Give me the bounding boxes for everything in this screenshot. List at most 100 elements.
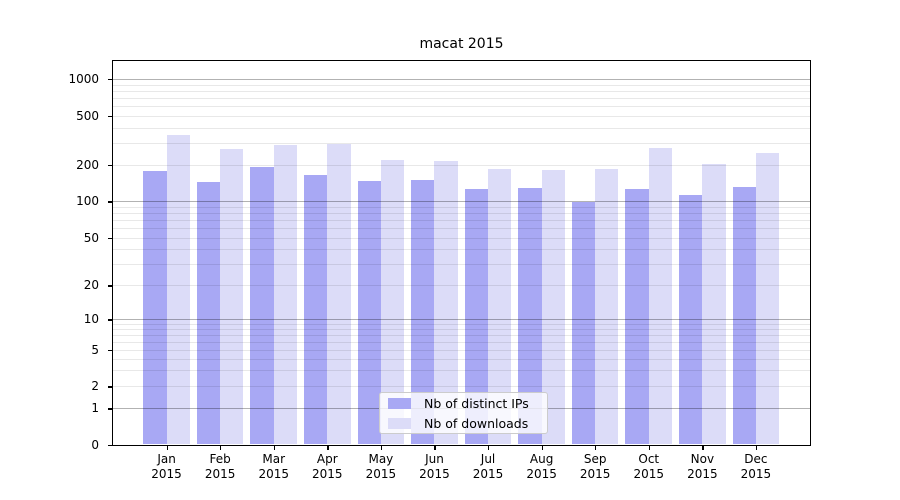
bar-nb-of-downloads-feb bbox=[220, 149, 244, 445]
legend-item-distinct-ips: Nb of distinct IPs bbox=[388, 396, 539, 411]
x-tick-mark-aug bbox=[541, 444, 543, 450]
bar-nb-of-distinct-ips-feb bbox=[196, 182, 221, 445]
x-tick-label-mar: Mar 2015 bbox=[258, 451, 289, 482]
x-tick-mark-may bbox=[380, 444, 383, 450]
x-tick-mark-mar bbox=[273, 444, 276, 450]
x-tick-mark-jan bbox=[166, 444, 168, 450]
bar-nb-of-downloads-jul bbox=[488, 168, 512, 445]
y-tick-mark-500 bbox=[108, 115, 113, 117]
gridline-minor-80 bbox=[113, 212, 810, 214]
gridline-minor-8 bbox=[113, 329, 810, 331]
gridline-minor-30 bbox=[113, 264, 810, 266]
y-tick-label-10: 10 bbox=[83, 312, 99, 327]
legend-label-distinct-ips: Nb of distinct IPs bbox=[424, 395, 529, 411]
bar-nb-of-downloads-aug bbox=[541, 169, 565, 445]
bar-nb-of-distinct-ips-mar bbox=[250, 166, 274, 445]
gridline-minor-400 bbox=[113, 127, 810, 129]
bar-nb-of-distinct-ips-jul bbox=[464, 189, 489, 445]
y-tick-label-500: 500 bbox=[76, 108, 99, 123]
bar-nb-of-distinct-ips-apr bbox=[304, 175, 328, 445]
y-tick-mark-200 bbox=[108, 164, 113, 166]
bar-nb-of-distinct-ips-nov bbox=[679, 194, 703, 445]
bar-nb-of-distinct-ips-jan bbox=[143, 171, 167, 445]
x-tick-label-may: May 2015 bbox=[365, 451, 397, 482]
gridline-major-10 bbox=[113, 319, 810, 321]
gridline-minor-20 bbox=[113, 285, 810, 287]
bar-nb-of-downloads-may bbox=[380, 159, 405, 445]
y-tick-label-5: 5 bbox=[91, 342, 99, 357]
gridline-minor-200 bbox=[113, 164, 810, 166]
gridline-minor-70 bbox=[113, 219, 810, 221]
gridline-minor-500 bbox=[113, 115, 810, 117]
y-tick-label-1: 1 bbox=[91, 401, 99, 416]
gridline-minor-6 bbox=[113, 341, 810, 343]
y-tick-mark-0 bbox=[108, 444, 113, 446]
y-tick-label-50: 50 bbox=[83, 230, 99, 245]
bar-nb-of-downloads-nov bbox=[702, 163, 726, 445]
x-tick-label-sep: Sep 2015 bbox=[579, 451, 611, 482]
y-tick-mark-1000 bbox=[108, 79, 113, 81]
x-tick-label-nov: Nov 2015 bbox=[687, 451, 718, 482]
gridline-minor-2 bbox=[113, 386, 810, 388]
x-tick-label-aug: Aug 2015 bbox=[526, 451, 557, 482]
x-tick-mark-jul bbox=[488, 444, 490, 450]
gridline-minor-900 bbox=[113, 84, 810, 86]
gridline-major-1000 bbox=[113, 79, 810, 80]
x-tick-label-oct: Oct 2015 bbox=[633, 451, 665, 482]
gridline-minor-600 bbox=[113, 105, 810, 107]
gridline-minor-9 bbox=[113, 323, 810, 325]
gridline-minor-3 bbox=[113, 370, 810, 372]
x-tick-mark-feb bbox=[220, 444, 222, 450]
legend-swatch-distinct-ips bbox=[388, 397, 411, 409]
y-tick-label-200: 200 bbox=[76, 157, 99, 172]
y-tick-mark-20 bbox=[108, 285, 113, 287]
y-tick-mark-2 bbox=[108, 386, 113, 388]
gridline-minor-5 bbox=[113, 349, 810, 351]
gridline-minor-7 bbox=[113, 334, 810, 336]
y-tick-mark-50 bbox=[108, 237, 113, 239]
bar-nb-of-distinct-ips-may bbox=[357, 180, 381, 445]
x-tick-mark-apr bbox=[327, 444, 329, 450]
bar-nb-of-downloads-apr bbox=[327, 144, 351, 445]
bar-nb-of-downloads-dec bbox=[755, 152, 780, 445]
gridline-minor-60 bbox=[113, 227, 810, 229]
legend-label-downloads: Nb of downloads bbox=[424, 415, 529, 431]
y-tick-mark-100 bbox=[108, 201, 113, 203]
x-tick-label-apr: Apr 2015 bbox=[312, 451, 343, 482]
chart-title: macat 2015 bbox=[419, 36, 504, 52]
legend: Nb of distinct IPs Nb of downloads bbox=[379, 392, 548, 434]
gridline-minor-300 bbox=[113, 142, 810, 144]
bar-nb-of-downloads-jun bbox=[434, 160, 458, 445]
x-tick-label-jul: Jul 2015 bbox=[472, 451, 504, 482]
gridline-minor-90 bbox=[113, 206, 810, 208]
bar-nb-of-distinct-ips-oct bbox=[625, 189, 649, 445]
bar-nb-of-downloads-mar bbox=[273, 144, 298, 445]
gridline-major-100 bbox=[113, 201, 810, 203]
y-tick-mark-1 bbox=[108, 408, 113, 410]
bar-nb-of-downloads-jan bbox=[166, 134, 190, 445]
x-tick-label-dec: Dec 2015 bbox=[740, 451, 772, 482]
y-tick-mark-10 bbox=[108, 319, 113, 321]
gridline-minor-800 bbox=[113, 90, 810, 92]
gridline-minor-50 bbox=[113, 237, 810, 239]
y-tick-label-0: 0 bbox=[91, 437, 99, 452]
bar-nb-of-distinct-ips-aug bbox=[518, 188, 542, 445]
bar-nb-of-distinct-ips-jun bbox=[411, 180, 435, 445]
y-tick-mark-5 bbox=[108, 349, 113, 351]
x-tick-mark-sep bbox=[595, 444, 597, 450]
bar-nb-of-distinct-ips-dec bbox=[732, 186, 756, 445]
gridline-minor-40 bbox=[113, 249, 810, 251]
x-tick-label-jan: Jan 2015 bbox=[151, 451, 182, 482]
legend-swatch-downloads bbox=[388, 417, 411, 429]
gridline-minor-4 bbox=[113, 358, 810, 360]
x-tick-mark-nov bbox=[702, 444, 704, 450]
bar-nb-of-downloads-oct bbox=[648, 148, 673, 445]
x-tick-mark-jun bbox=[434, 444, 436, 450]
y-tick-label-100: 100 bbox=[76, 194, 99, 209]
x-tick-mark-oct bbox=[648, 444, 651, 450]
y-tick-label-2: 2 bbox=[91, 379, 99, 394]
y-tick-label-20: 20 bbox=[83, 278, 99, 293]
bar-nb-of-distinct-ips-sep bbox=[571, 202, 596, 445]
x-tick-mark-dec bbox=[755, 444, 758, 450]
